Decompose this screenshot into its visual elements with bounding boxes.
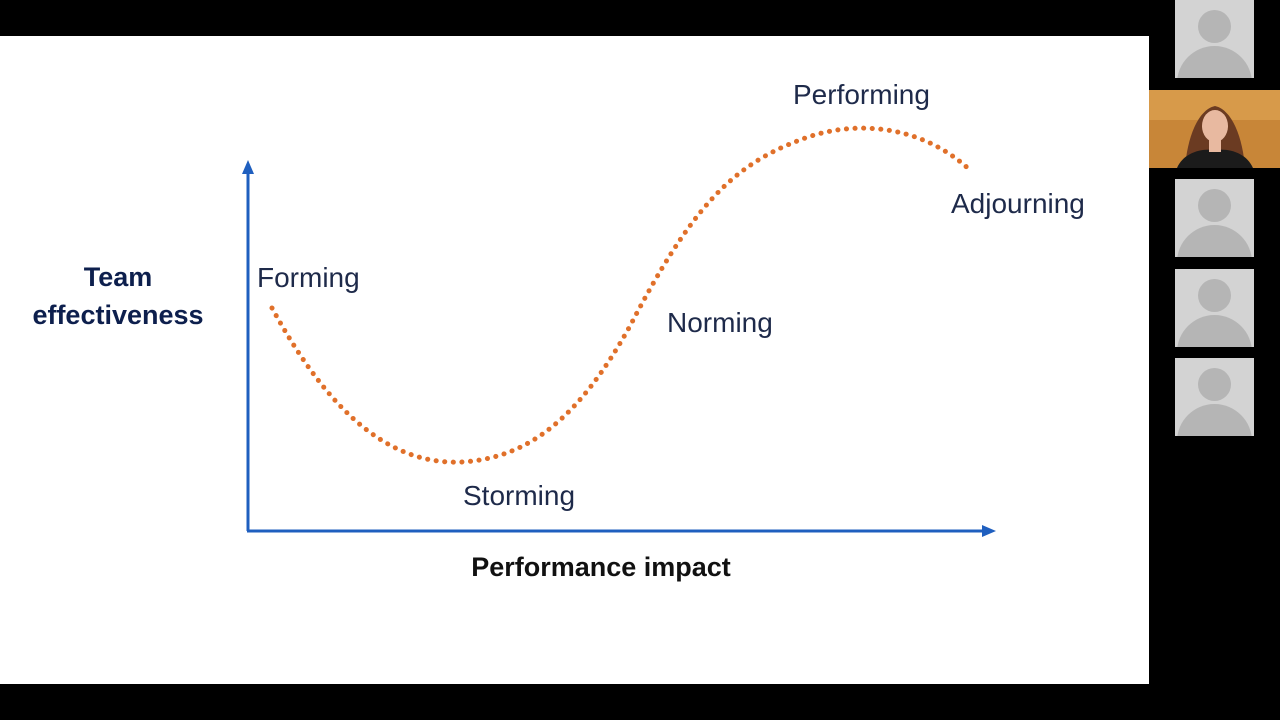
stage-adjourning: Adjourning	[951, 188, 1085, 219]
stage-storming: Storming	[463, 480, 576, 511]
stage-performing: Performing	[793, 79, 930, 110]
participant-video-tile[interactable]	[1149, 90, 1280, 168]
participants-panel	[1149, 0, 1280, 720]
stage-norming: Norming	[667, 307, 773, 338]
avatar-body-icon	[1177, 404, 1252, 436]
participant-tile[interactable]	[1175, 358, 1254, 436]
avatar-head-icon	[1198, 10, 1231, 43]
participant-tile[interactable]	[1175, 0, 1254, 78]
stage-curve	[269, 125, 975, 465]
presentation-slide: Team effectiveness Performance impact Fo…	[0, 36, 1149, 684]
participant-tile[interactable]	[1175, 179, 1254, 257]
avatar-head-icon	[1198, 279, 1231, 312]
participant-tile[interactable]	[1175, 269, 1254, 347]
y-axis-arrow	[242, 160, 254, 174]
tuckman-diagram	[242, 125, 996, 537]
y-axis-label: Team effectiveness	[32, 262, 204, 330]
speaker-video	[1149, 90, 1280, 168]
avatar-body-icon	[1177, 225, 1252, 257]
avatar-head-icon	[1198, 189, 1231, 222]
avatar-body-icon	[1177, 46, 1252, 78]
stage-forming: Forming	[257, 262, 360, 293]
avatar-body-icon	[1177, 315, 1252, 347]
x-axis-arrow	[982, 525, 996, 537]
x-axis-label: Performance impact	[471, 552, 731, 582]
avatar-head-icon	[1198, 368, 1231, 401]
